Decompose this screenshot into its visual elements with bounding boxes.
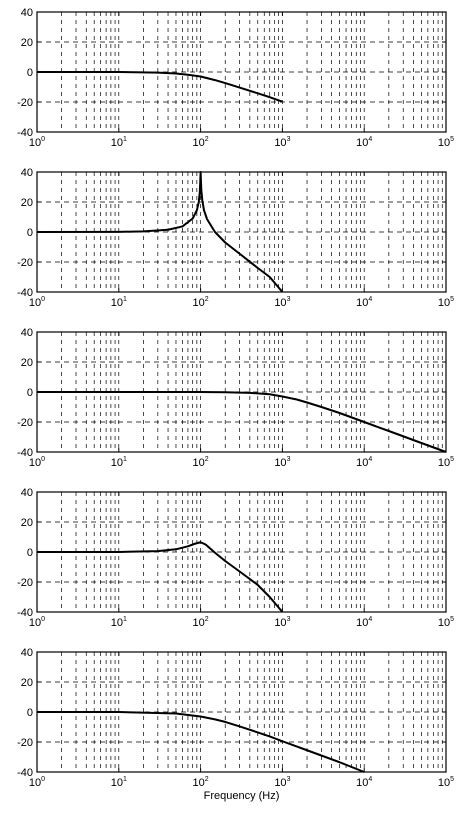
x-tick-label: 100 [29, 136, 45, 149]
chart-panel-4: -40 -20 0 20 40 100 101 102 103 104 105 [17, 487, 454, 629]
y-tick-label: 20 [21, 37, 33, 49]
x-tick-label: 102 [193, 456, 209, 469]
y-tick-label: -40 [17, 287, 33, 299]
chart-panel-1: -40 -20 0 20 40 100 101 102 103 104 105 [17, 7, 454, 149]
y-tick-label: -20 [17, 257, 33, 269]
x-tick-label: 104 [356, 136, 372, 149]
y-tick-label: 40 [21, 487, 33, 499]
y-tick-label: 0 [27, 707, 33, 719]
x-tick-label: 101 [111, 296, 127, 309]
chart-panel-3: -40 -20 0 20 40 100 101 102 103 104 105 [17, 327, 454, 469]
x-tick-label: 103 [274, 456, 290, 469]
series-line-1 [36, 171, 284, 293]
y-tick-label: -40 [17, 447, 33, 459]
grid [37, 652, 446, 772]
x-tick-label: 102 [193, 616, 209, 629]
x-tick-label: 102 [193, 776, 209, 789]
series-line-1 [37, 71, 283, 103]
x-tick-label: 105 [438, 456, 454, 469]
x-tick-label: 101 [111, 776, 127, 789]
series-line-1 [37, 391, 447, 453]
y-tick-label: 0 [27, 67, 33, 79]
x-tick-label: 103 [274, 296, 290, 309]
x-tick-label: 105 [438, 296, 454, 309]
y-tick-label: -20 [17, 417, 33, 429]
y-tick-label: -40 [17, 127, 33, 139]
x-tick-label: 103 [274, 776, 290, 789]
chart-panel-2: -40 -20 0 20 40 100 101 102 103 104 105 [17, 167, 454, 309]
y-tick-label: -20 [17, 97, 33, 109]
x-tick-label: 104 [356, 456, 372, 469]
series-line-1 [37, 711, 365, 773]
y-tick-label: 0 [27, 387, 33, 399]
x-tick-label: 100 [29, 296, 45, 309]
y-tick-label: -20 [17, 577, 33, 589]
y-tick-label: -40 [17, 767, 33, 779]
x-tick-label: 105 [438, 616, 454, 629]
series-line-1 [37, 541, 284, 613]
x-tick-label: 104 [356, 776, 372, 789]
x-tick-label: 100 [29, 456, 45, 469]
x-tick-label: 103 [274, 616, 290, 629]
x-tick-label: 105 [438, 136, 454, 149]
y-tick-label: 0 [27, 227, 33, 239]
x-tick-label: 104 [356, 616, 372, 629]
grid [37, 12, 446, 132]
x-tick-label: 101 [111, 456, 127, 469]
x-tick-label: 105 [438, 776, 454, 789]
y-tick-label: 20 [21, 517, 33, 529]
x-tick-label: 103 [274, 136, 290, 149]
y-tick-label: -20 [17, 737, 33, 749]
y-tick-label: 20 [21, 677, 33, 689]
y-tick-label: 40 [21, 327, 33, 339]
y-tick-label: 40 [21, 647, 33, 659]
y-tick-label: 0 [27, 547, 33, 559]
x-tick-label: 101 [111, 136, 127, 149]
x-tick-label: 101 [111, 616, 127, 629]
y-tick-label: 20 [21, 357, 33, 369]
y-tick-label: 40 [21, 7, 33, 19]
x-tick-label: 102 [193, 296, 209, 309]
chart-panel-5: -40 -20 0 20 40 100 101 102 103 104 105 Frequency (… [17, 647, 454, 802]
x-tick-label: 102 [193, 136, 209, 149]
y-tick-label: -40 [17, 607, 33, 619]
y-tick-label: 40 [21, 167, 33, 179]
y-tick-label: 20 [21, 197, 33, 209]
x-tick-label: 104 [356, 296, 372, 309]
x-tick-label: 100 [29, 776, 45, 789]
x-tick-label: 100 [29, 616, 45, 629]
x-axis-label: Frequency (Hz) [204, 790, 280, 802]
